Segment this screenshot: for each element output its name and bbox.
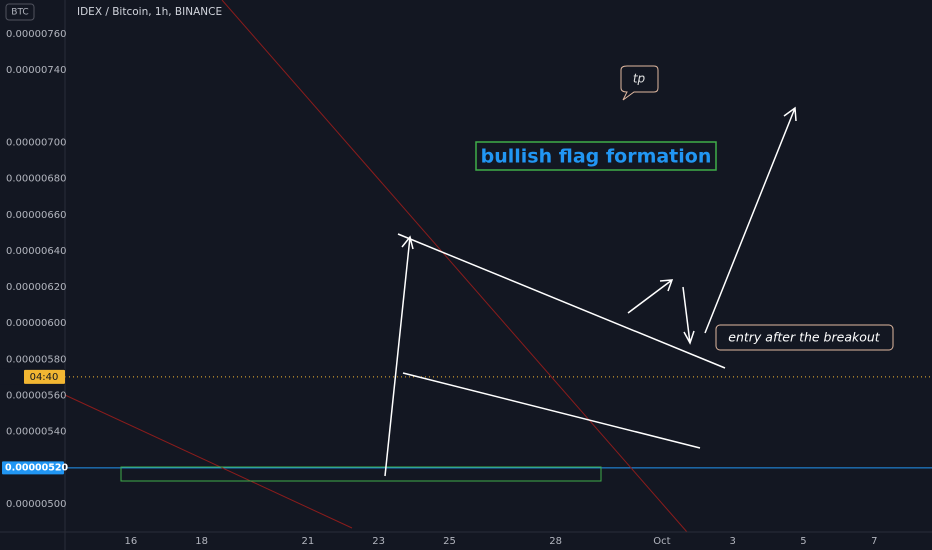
annotation: tp	[633, 72, 646, 86]
x-tick-label: 16	[124, 536, 137, 547]
x-tick-label: 23	[372, 536, 385, 547]
symbol-badge	[5, 3, 35, 21]
countdown: 04:40	[30, 372, 59, 383]
pole-arrow	[384, 235, 414, 477]
drawings	[64, 0, 894, 533]
x-tick-label: 3	[729, 536, 735, 547]
annotation-box	[475, 141, 717, 171]
y-tick-label: 0.00000620	[6, 282, 66, 293]
annotation-box	[715, 324, 894, 351]
symbol-badge-text: BTC	[11, 8, 28, 18]
y-tick-label: 0.00000540	[6, 427, 66, 438]
x-tick-label: 21	[301, 536, 314, 547]
y-tick-label: 0.00000760	[6, 29, 66, 40]
y-tick-label: 0.00000580	[6, 354, 66, 365]
price-tag	[2, 461, 64, 475]
callout	[620, 65, 659, 101]
x-tick-label: 5	[800, 536, 806, 547]
support-zone	[120, 466, 602, 482]
flag-lower	[402, 372, 701, 449]
annotation: entry after the breakout	[728, 330, 881, 345]
y-tick-label: 0.00000640	[6, 246, 66, 257]
y-tick-label: 0.00000500	[6, 499, 66, 510]
x-tick-label: 28	[549, 536, 562, 547]
arrow	[704, 106, 797, 334]
y-tick-label: 0.00000740	[6, 65, 66, 76]
x-tick-label: Oct	[653, 536, 670, 547]
flag-upper	[397, 233, 726, 369]
countdown-tag	[24, 369, 65, 384]
y-tick-label: 0.00000660	[6, 210, 66, 221]
y-tick-label: 0.00000560	[6, 391, 66, 402]
x-tick-label: 25	[443, 536, 456, 547]
trend-line	[64, 394, 353, 529]
y-tick-label: 0.00000700	[6, 137, 66, 148]
trend-line	[221, 0, 688, 533]
arrow	[682, 286, 695, 345]
annotation: bullish flag formation	[481, 146, 712, 168]
chart-title: IDEX / Bitcoin, 1h, BINANCE	[77, 6, 222, 18]
x-tick-label: 18	[195, 536, 208, 547]
candles	[65, 376, 932, 469]
y-tick-label: 0.00000680	[6, 174, 66, 185]
y-axis-panel	[0, 0, 65, 550]
x-tick-label: 7	[871, 536, 877, 547]
x-axis-panel	[0, 532, 932, 550]
price-tag-label: 0.00000520	[5, 462, 68, 473]
arrow	[627, 279, 674, 314]
y-tick-label: 0.00000600	[6, 318, 66, 329]
